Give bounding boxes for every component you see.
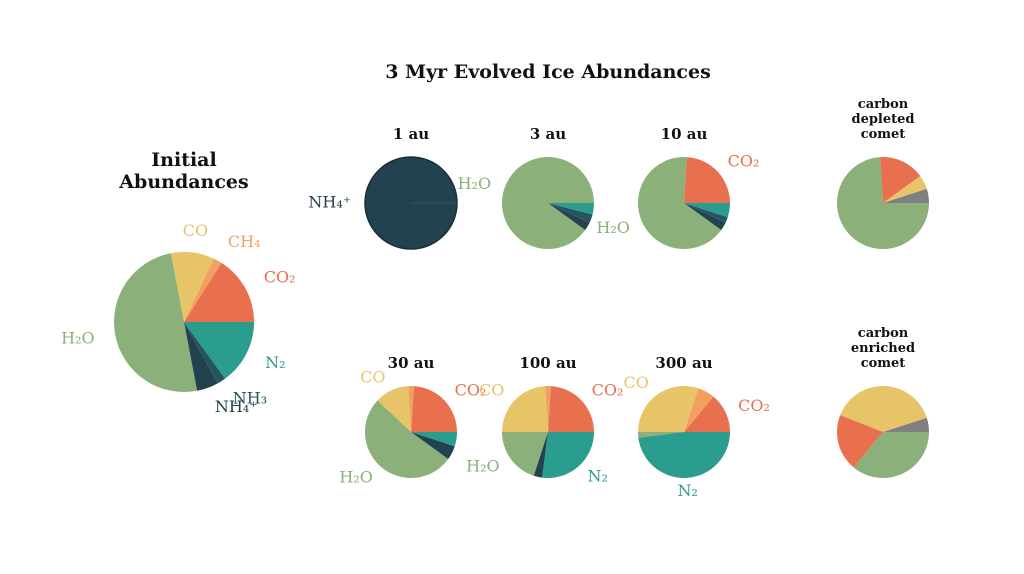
slice-label: NH₄⁺ — [215, 397, 258, 416]
figure-title: 3 Myr Evolved Ice Abundances — [385, 61, 711, 83]
slice-label: N₂ — [588, 466, 608, 485]
pie-slice — [548, 386, 594, 432]
pie-slice — [502, 432, 548, 476]
slice-label: CO₂ — [592, 381, 624, 400]
pie-slice — [545, 385, 551, 432]
slice-label: NH₄⁺ — [308, 193, 351, 212]
slice-label: CH₄ — [228, 232, 261, 251]
pie-slice — [836, 415, 883, 468]
pie-title: 300 au — [655, 354, 713, 372]
slice-label: H₂O — [596, 218, 629, 237]
pie-slice — [840, 386, 927, 432]
pie-slice — [638, 432, 730, 479]
slice-label: H₂O — [466, 457, 499, 476]
slice-label: NH₃ — [233, 388, 267, 407]
pie-slice — [684, 396, 730, 432]
pie-slice — [170, 252, 214, 322]
pie-slice — [411, 386, 457, 432]
pie-slice — [548, 203, 593, 223]
pie-slice — [684, 203, 726, 231]
pie-title: 10 au — [660, 125, 708, 143]
pie-slice — [184, 322, 226, 384]
pie-slice — [880, 157, 921, 203]
slice-label: H₂O — [61, 329, 94, 348]
pie-title: Initial Abundances — [119, 149, 249, 193]
pie-slice — [853, 432, 929, 479]
pie-slice — [638, 386, 699, 432]
slice-label: CO₂ — [264, 268, 296, 287]
pie-slice — [411, 432, 457, 447]
pie-title: 100 au — [519, 354, 577, 372]
pie-title: 3 au — [529, 125, 567, 143]
pie-slice — [684, 157, 730, 203]
pie-slice — [184, 322, 254, 379]
pie-title: 30 au — [387, 354, 435, 372]
slice-label: H₂O — [458, 174, 491, 193]
pie-slice — [883, 417, 929, 432]
pie-slice — [883, 175, 927, 203]
slice-label: CO₂ — [738, 396, 770, 415]
pie-slice — [411, 432, 455, 460]
pie-title: carbon depleted comet — [851, 97, 915, 142]
slice-label: CO₂ — [455, 381, 487, 400]
pie-slice — [184, 258, 222, 322]
pie-slice — [184, 322, 218, 391]
slice-label: H₂O — [339, 468, 372, 487]
slice-label: CO — [183, 221, 208, 240]
pie-slice — [408, 385, 414, 432]
pie-slice — [365, 400, 449, 479]
pie-slice — [114, 253, 198, 392]
pie-slice — [638, 157, 722, 250]
pie-slice — [684, 203, 728, 223]
pie-slice — [377, 386, 411, 432]
pie-slice — [836, 157, 929, 249]
pie-slice — [684, 203, 730, 218]
pie-slice — [533, 432, 548, 478]
slice-label: N₂ — [678, 481, 698, 500]
pie-slice — [502, 386, 548, 432]
pie-title: carbon enriched comet — [850, 326, 916, 371]
slice-label: CO — [479, 381, 504, 400]
slice-label: CO — [623, 373, 648, 392]
pie-slice — [684, 388, 714, 432]
pie-slice — [184, 262, 254, 322]
pie-slice — [883, 188, 929, 203]
pie-slice — [542, 432, 594, 478]
pie-slice — [548, 203, 594, 215]
pie-title: 1 au — [392, 125, 430, 143]
slice-label: N₂ — [265, 353, 285, 372]
pie-slice — [548, 203, 590, 231]
slice-label: CO — [360, 367, 385, 386]
slice-label: CO₂ — [728, 152, 760, 171]
pie-slice — [638, 432, 684, 438]
